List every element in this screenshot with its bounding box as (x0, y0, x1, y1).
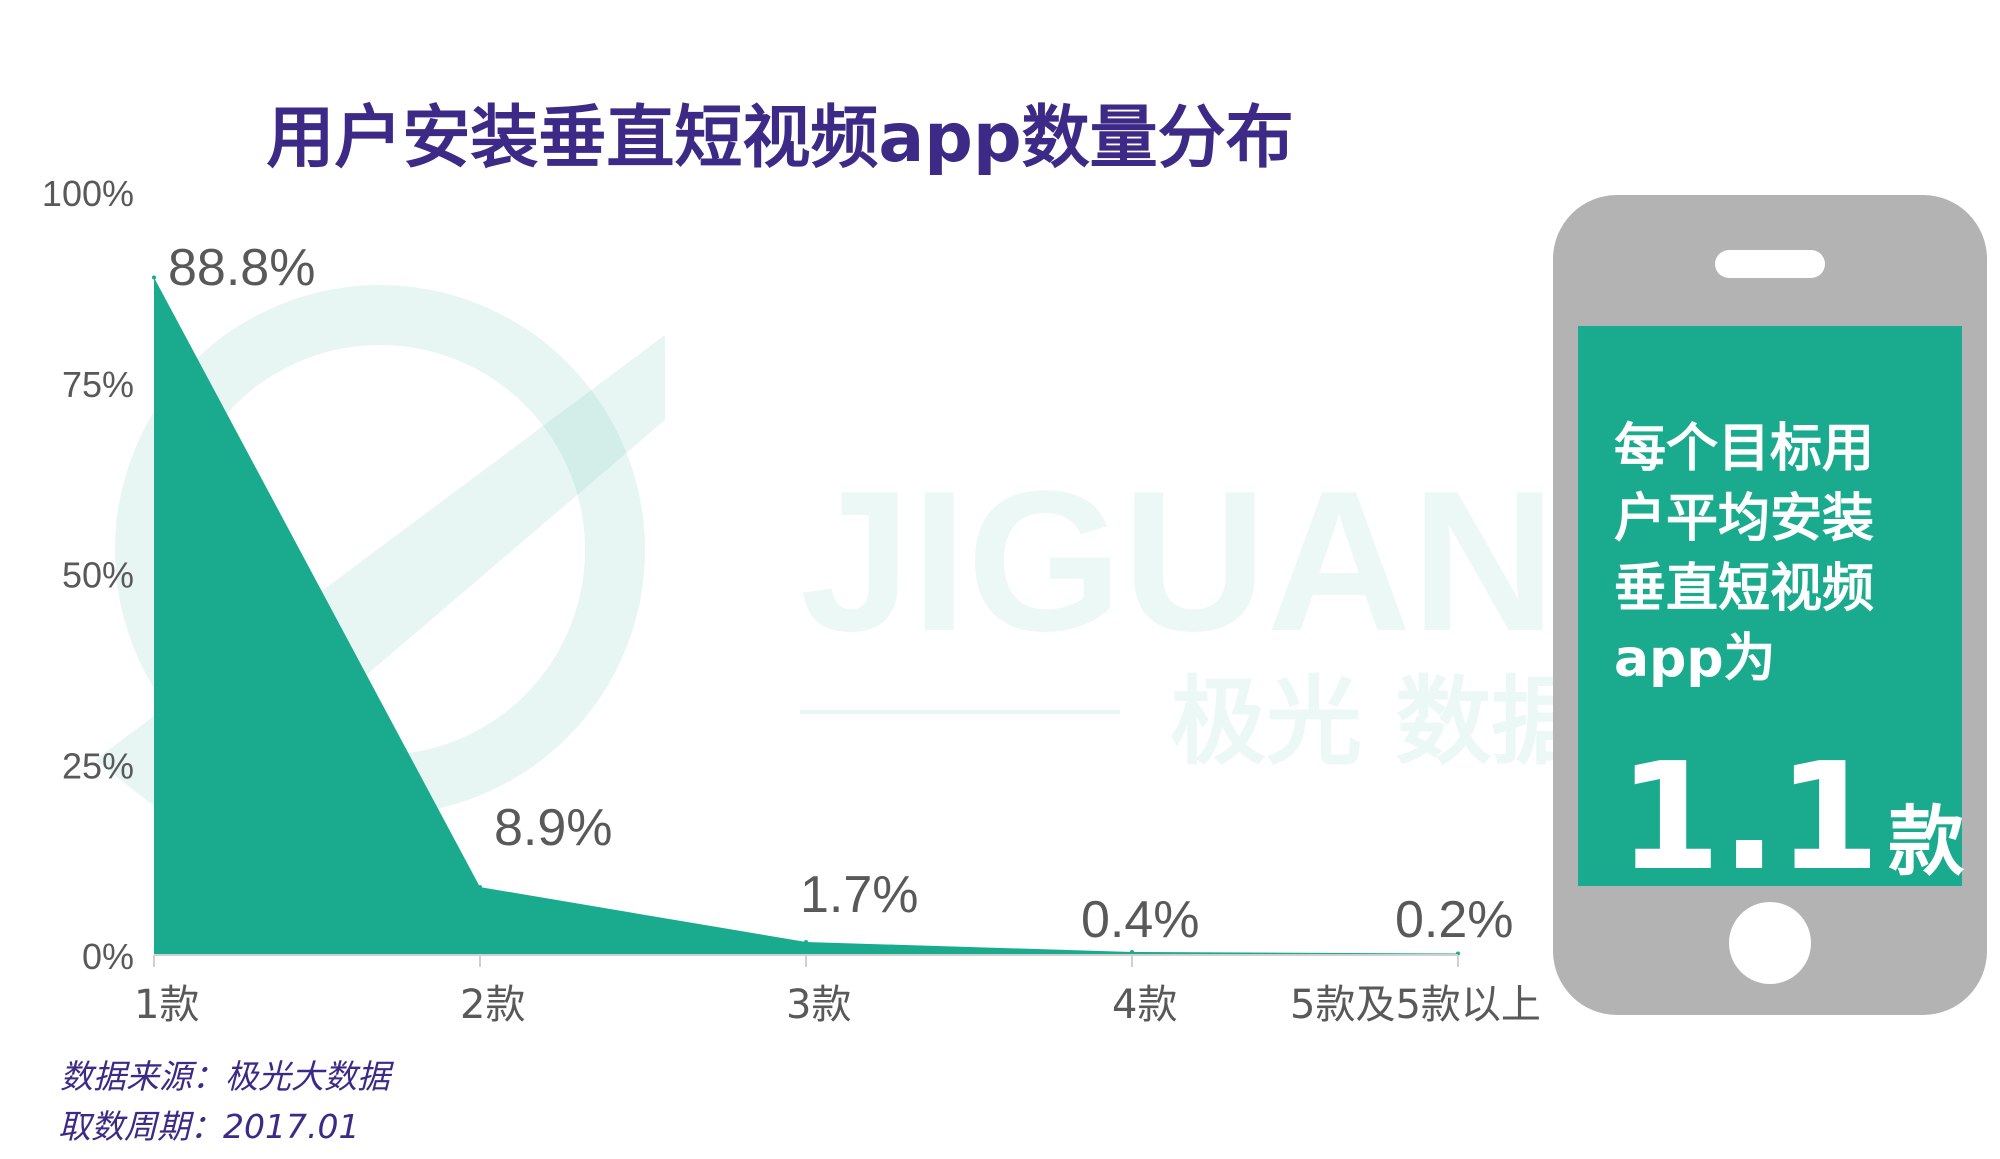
phone-callout: 每个目标用 户平均安装 垂直短视频 app为 1.1 款 (1553, 195, 1987, 1015)
y-tick-label: 50% (62, 555, 134, 596)
chart-title: 用户安装垂直短视频app数量分布 (266, 99, 1294, 178)
y-tick-label: 100% (42, 173, 134, 214)
y-tick-label: 0% (82, 936, 134, 977)
data-point-2 (478, 885, 482, 890)
x-tick-label: 1款 (134, 982, 199, 1028)
data-label: 8.9% (494, 799, 613, 857)
callout-text: 每个目标用 户平均安装 垂直短视频 app为 (1614, 419, 1875, 689)
phone-screen: 每个目标用 户平均安装 垂直短视频 app为 1.1 款 (1578, 326, 1964, 903)
phone-home-button-icon (1729, 902, 1811, 984)
data-point-3 (804, 940, 808, 945)
phone-speaker-icon (1715, 250, 1825, 278)
area-series (154, 277, 1458, 955)
data-period: 取数周期：2017.01 (58, 1107, 360, 1146)
data-source: 数据来源：极光大数据 (60, 1057, 390, 1096)
x-tick-label: 4款 (1112, 982, 1177, 1028)
y-tick-label: 25% (62, 745, 134, 786)
callout-unit: 款 (1888, 797, 1965, 886)
x-tick-label: 2款 (460, 982, 525, 1028)
x-tick-label: 3款 (786, 982, 851, 1028)
data-point-1 (152, 275, 156, 280)
data-point-4 (1130, 949, 1134, 954)
x-tick-label: 5款及5款以上 (1290, 982, 1541, 1028)
data-label: 88.8% (168, 239, 315, 297)
y-tick-label: 75% (62, 364, 134, 405)
data-label: 1.7% (800, 866, 919, 924)
callout-number: 1.1 (1618, 731, 1881, 903)
callout-value: 1.1 款 (1618, 731, 1964, 903)
data-label: 0.2% (1395, 891, 1514, 949)
data-label: 0.4% (1081, 891, 1200, 949)
